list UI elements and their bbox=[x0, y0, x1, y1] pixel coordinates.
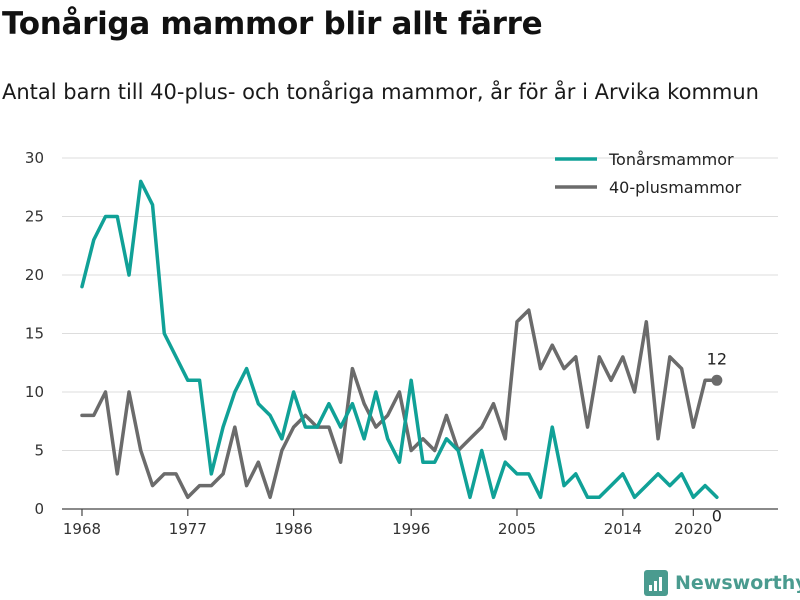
x-tick-label: 1968 bbox=[63, 520, 101, 538]
y-tick-label: 20 bbox=[25, 266, 44, 284]
x-tick-label: 1977 bbox=[169, 520, 207, 538]
series-lines bbox=[80, 179, 719, 500]
brand-name: Newsworthy bbox=[675, 572, 800, 594]
legend-label: 40-plusmammor bbox=[609, 178, 742, 197]
legend: Tonårsmammor 40-plusmammor bbox=[555, 150, 742, 197]
chart-subtitle: Antal barn till 40-plus- och tonåriga ma… bbox=[2, 80, 759, 104]
end-point-marker-40-plusmammor bbox=[711, 374, 723, 386]
end-value-label-40-plusmammor: 12 bbox=[707, 349, 727, 368]
y-tick-label: 0 bbox=[34, 500, 44, 518]
series-line-tonarsmammor bbox=[80, 179, 719, 500]
newsworthy-logo-icon bbox=[644, 570, 668, 596]
y-tick-label: 10 bbox=[25, 383, 44, 401]
grid-lines bbox=[62, 157, 778, 451]
x-tick-label: 2020 bbox=[674, 520, 712, 538]
y-tick-label: 25 bbox=[25, 208, 44, 226]
series-line-40-plusmammor bbox=[80, 308, 719, 500]
chart-title: Tonåriga mammor blir allt färre bbox=[2, 6, 543, 42]
end-value-label-tonarsmammor: 0 bbox=[712, 506, 722, 525]
x-tick-label: 1996 bbox=[392, 520, 430, 538]
x-tick-label: 1986 bbox=[275, 520, 313, 538]
data-labels: 12 0 bbox=[707, 349, 727, 525]
legend-item-tonarsmammor: Tonårsmammor bbox=[555, 150, 734, 169]
brand-logo: Newsworthy bbox=[644, 570, 800, 596]
y-tick-label: 15 bbox=[25, 325, 44, 343]
axes: 0 5 10 15 20 25 30 1968 1977 1986 1996 2005 2014 2020 bbox=[25, 149, 778, 538]
legend-label: Tonårsmammor bbox=[608, 150, 734, 169]
legend-item-40-plusmammor: 40-plusmammor bbox=[555, 178, 742, 197]
x-tick-label: 2014 bbox=[604, 520, 642, 538]
y-tick-label: 5 bbox=[34, 442, 44, 460]
x-tick-label: 2005 bbox=[498, 520, 536, 538]
y-tick-label: 30 bbox=[25, 149, 44, 167]
